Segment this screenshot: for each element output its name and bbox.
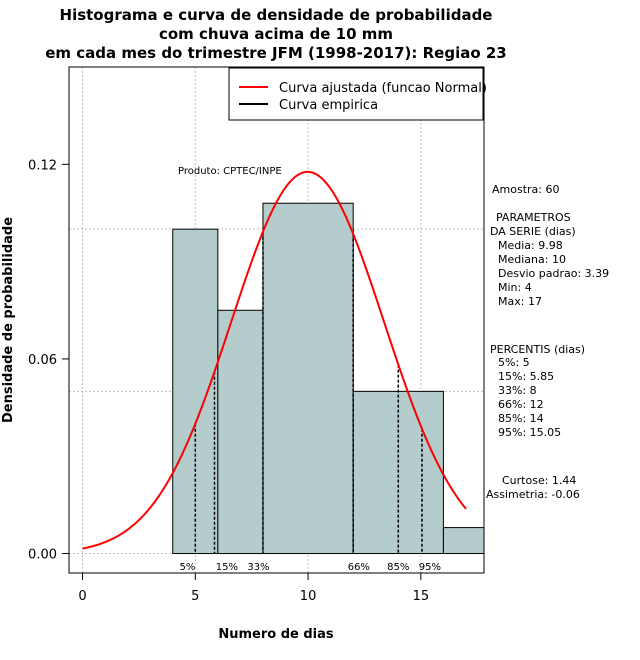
- percentile-label-0: 5%: [179, 562, 195, 573]
- stat-p15: 15%: 5.85: [498, 370, 554, 383]
- stat-params-subheading: DA SERIE (dias): [490, 225, 576, 238]
- stat-p33: 33%: 8: [498, 384, 537, 397]
- percentile-label-4: 85%: [387, 562, 409, 573]
- stat-p95: 95%: 15.05: [498, 426, 561, 439]
- x-axis-label: Numero de dias: [218, 627, 334, 642]
- stat-mean: Media: 9.98: [498, 239, 563, 252]
- stat-median: Mediana: 10: [498, 253, 566, 266]
- histogram-bar-2: [262, 202, 354, 555]
- legend-box: [228, 67, 484, 121]
- stat-min: Min: 4: [498, 281, 532, 294]
- stat-p5: 5%: 5: [498, 356, 530, 369]
- percentile-label-5: 95%: [419, 562, 441, 573]
- legend-label-fitted-curve: Curva ajustada (funcao Normal): [279, 81, 487, 96]
- chart-title-line-2: com chuva acima de 10 mm: [159, 25, 393, 43]
- stat-p85: 85%: 14: [498, 412, 544, 425]
- y-tick-label-1: 0.06: [28, 353, 57, 368]
- y-tick-label-0: 0.00: [28, 548, 57, 563]
- stat-skewness: Assimetria: -0.06: [486, 488, 580, 501]
- stats-panel: Amostra: 60 PARAMETROS DA SERIE (dias) M…: [486, 183, 609, 501]
- stat-percentiles-heading: PERCENTIS (dias): [490, 343, 585, 356]
- x-tick-label-3: 15: [413, 589, 430, 604]
- chart-title-line-3: em cada mes do trimestre JFM (1998-2017)…: [45, 44, 507, 62]
- x-tick-label-2: 10: [300, 589, 317, 604]
- histogram-bar-4: [442, 527, 485, 555]
- stat-std-dev: Desvio padrao: 3.39: [498, 267, 609, 280]
- axes: 0 5 10 15 0.00 0.06 0.12: [28, 158, 429, 604]
- stat-p66: 66%: 12: [498, 398, 544, 411]
- normal-curve: [82, 170, 467, 550]
- stat-max: Max: 17: [498, 295, 542, 308]
- legend: Curva ajustada (funcao Normal) Curva emp…: [228, 67, 487, 121]
- stat-params-heading: PARAMETROS: [496, 211, 571, 224]
- y-tick-label-2: 0.12: [28, 158, 57, 173]
- percentile-lines: 5% 15% 33% 66% 85% 95%: [179, 231, 441, 573]
- histogram-bar-1: [217, 309, 264, 555]
- normal-curve-line: [82, 170, 467, 550]
- chart-title-line-1: Histograma e curva de densidade de proba…: [60, 6, 493, 24]
- percentile-label-3: 66%: [348, 562, 370, 573]
- percentile-label-1: 15%: [216, 562, 238, 573]
- stat-sample-size: Amostra: 60: [492, 183, 559, 196]
- product-annotation: Produto: CPTEC/INPE: [178, 166, 282, 177]
- percentile-label-2: 33%: [247, 562, 269, 573]
- x-tick-label-0: 0: [78, 589, 86, 604]
- stat-kurtosis: Curtose: 1.44: [502, 474, 576, 487]
- x-tick-label-1: 5: [191, 589, 199, 604]
- histogram-bars: [172, 202, 485, 555]
- y-axis-label: Densidade de probabilidade: [1, 217, 16, 423]
- legend-label-empirical-curve: Curva empirica: [279, 98, 378, 113]
